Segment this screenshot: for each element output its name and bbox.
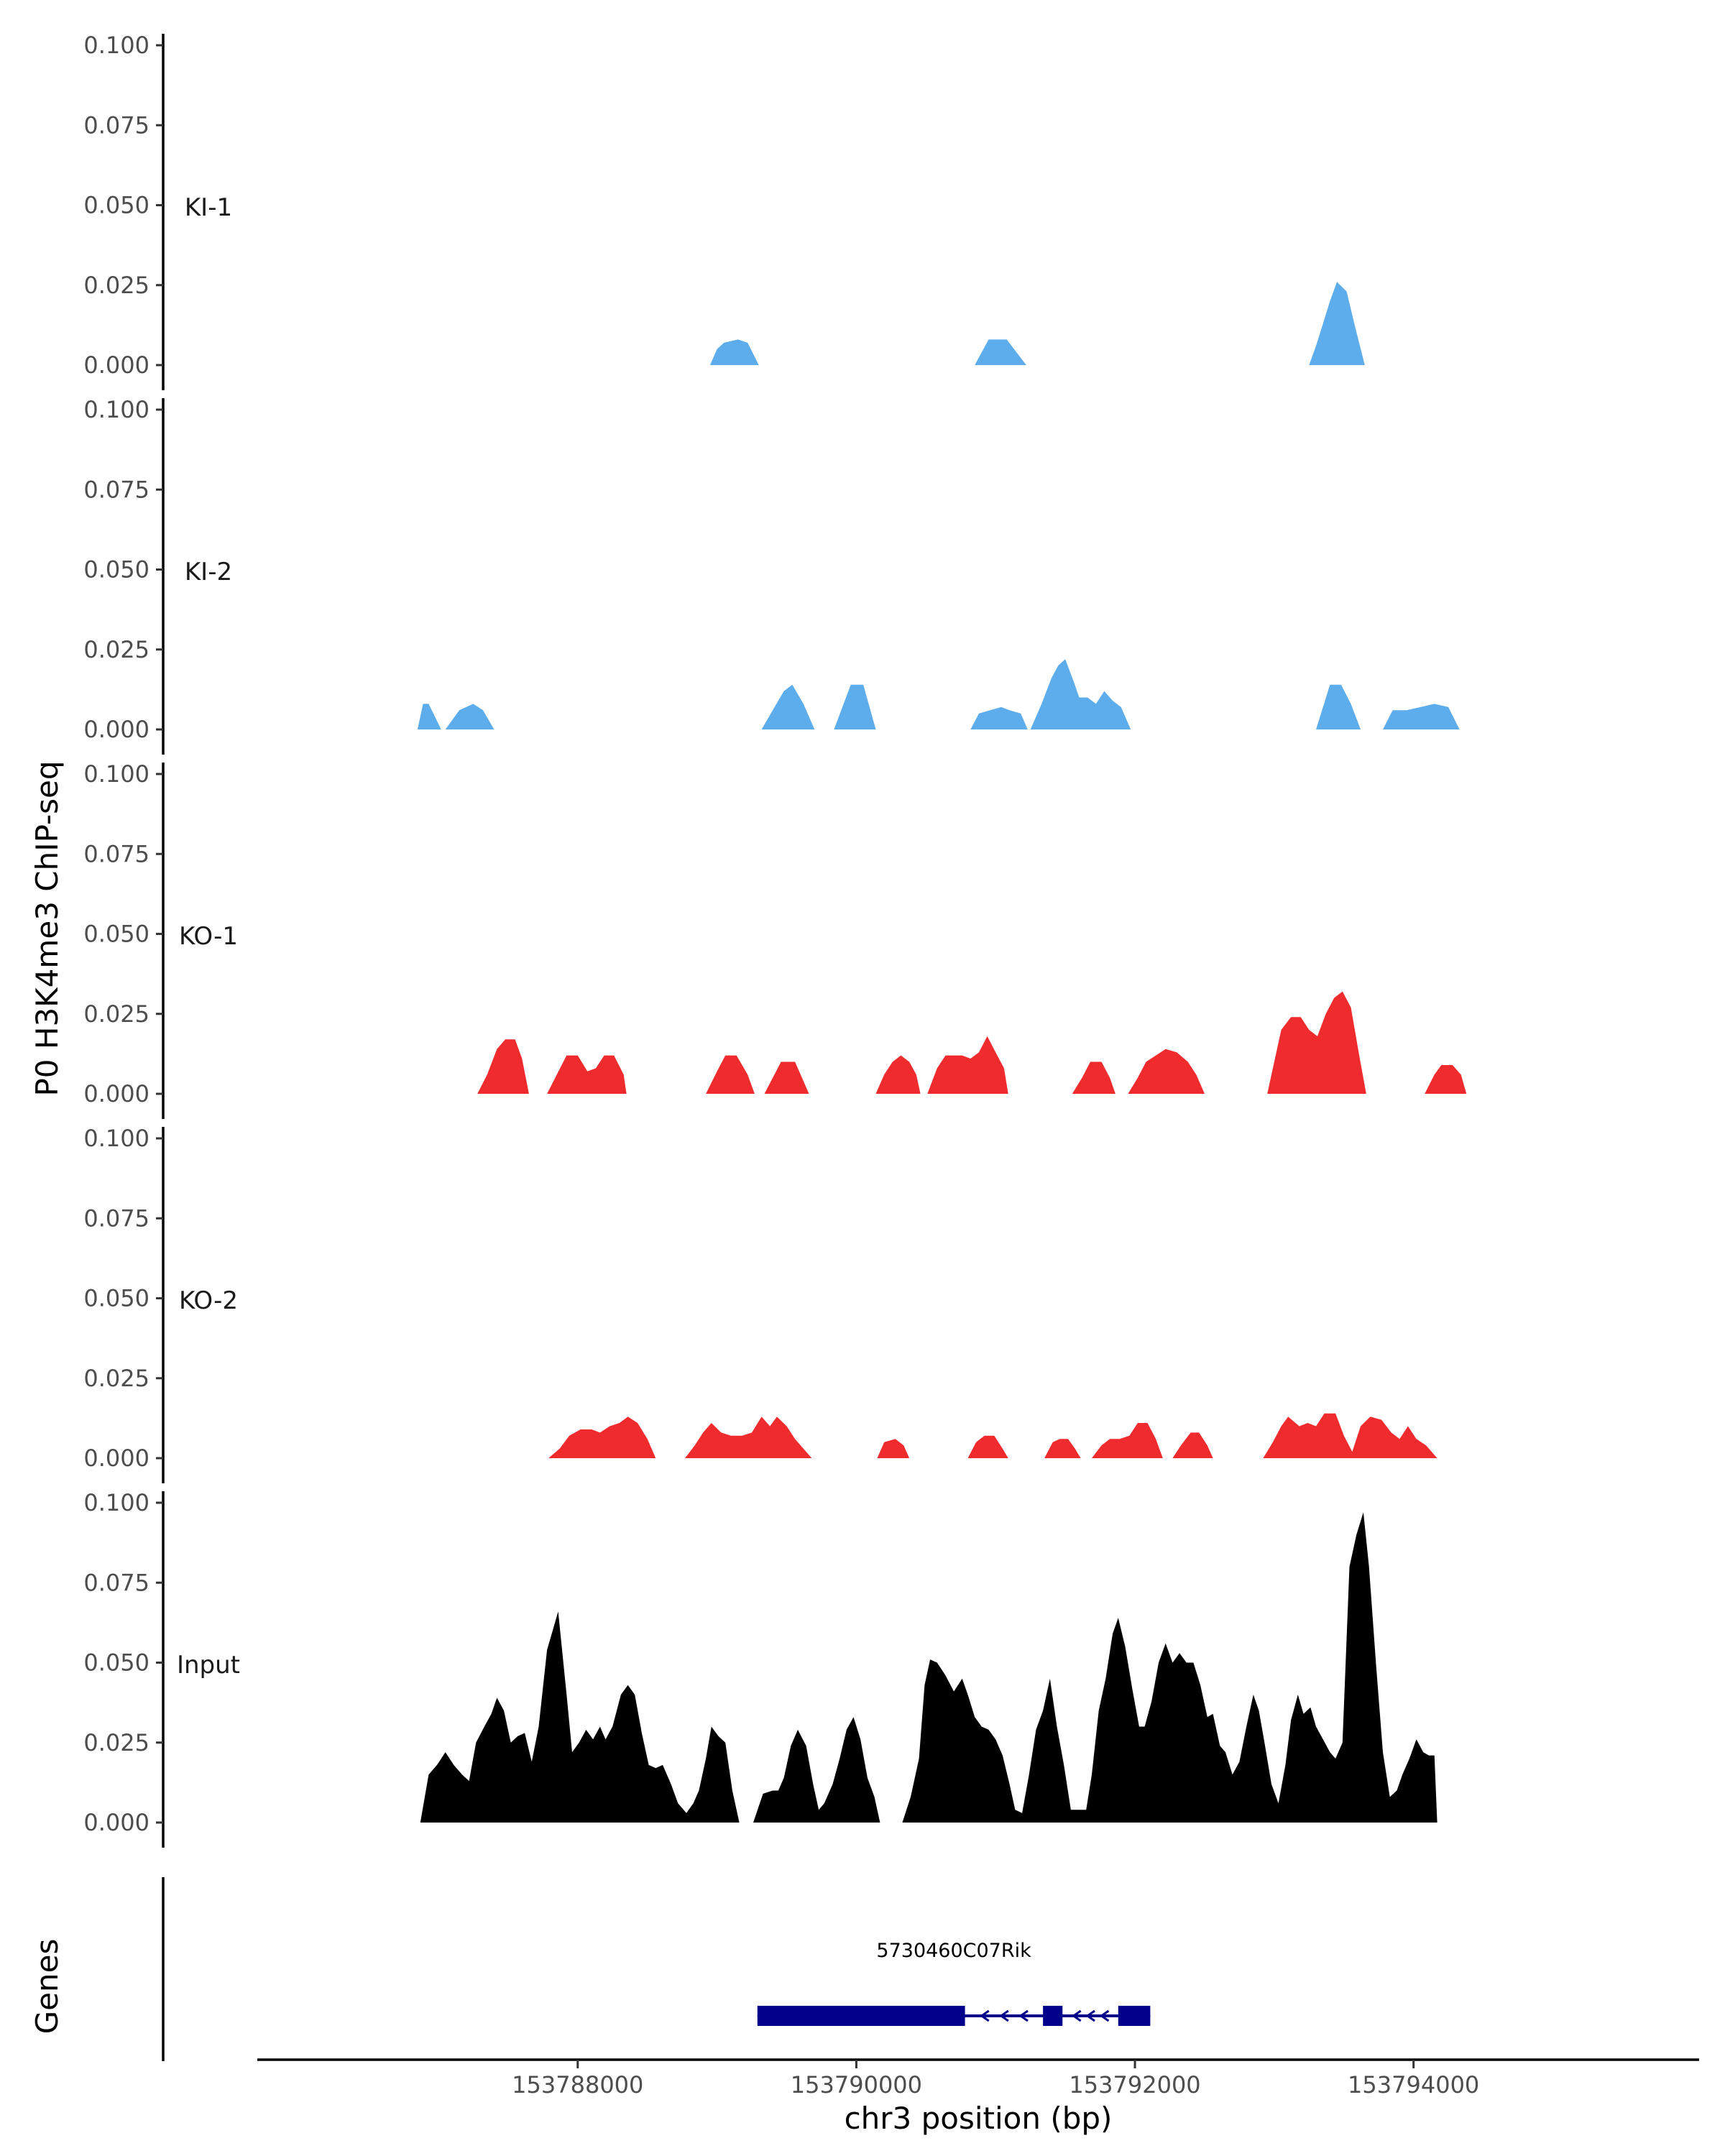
chip-seq-tracks: 0.0000.0250.0500.0750.100KI-10.0000.0250… — [83, 32, 1467, 1848]
y-tick-label: 0.000 — [83, 1080, 150, 1107]
track-label: KO-2 — [179, 1286, 238, 1315]
gene-exon — [1043, 2006, 1063, 2026]
x-tick-label: 153790000 — [791, 2071, 922, 2099]
x-axis-title: chr3 position (bp) — [845, 2101, 1113, 2136]
coverage-peak — [764, 1061, 809, 1094]
coverage-peak — [1267, 991, 1366, 1094]
y-tick-label: 0.050 — [83, 1285, 150, 1312]
coverage-peak — [761, 684, 815, 729]
coverage-peak — [706, 1055, 755, 1094]
y-tick-label: 0.000 — [83, 1445, 150, 1472]
gene-name-label: 5730460C07Rik — [876, 1940, 1031, 1962]
coverage-peak — [477, 1039, 529, 1094]
y-tick-label: 0.050 — [83, 556, 150, 584]
x-tick-label: 153794000 — [1348, 2071, 1479, 2099]
coverage-peak — [1030, 659, 1131, 729]
coverage-peak — [1072, 1061, 1116, 1094]
y-tick-label: 0.025 — [83, 1000, 150, 1028]
coverage-peak — [1044, 1439, 1081, 1458]
coverage-peak — [548, 1416, 656, 1458]
y-tick-label: 0.100 — [83, 32, 150, 59]
coverage-peak — [902, 1512, 1438, 1823]
genes-panel: Genes 5730460C07Rik — [29, 1877, 1151, 2061]
track-input: 0.000 0.025 0.050 0.075 0.100 Input — [83, 1489, 1438, 1848]
coverage-peak — [547, 1055, 627, 1094]
coverage-peak — [1092, 1423, 1163, 1458]
strand-arrow — [999, 2009, 1009, 2022]
y-tick-label: 0.100 — [83, 396, 150, 423]
coverage-peak — [420, 1611, 740, 1823]
coverage-peak — [685, 1416, 812, 1458]
strand-arrow — [980, 2009, 990, 2022]
coverage-peak — [975, 339, 1026, 365]
coverage-peak — [1128, 1049, 1205, 1094]
y-tick-label: 0.100 — [83, 1125, 150, 1152]
x-axis: chr3 position (bp) 153788000 153790000 153… — [257, 2058, 1699, 2136]
y-tick-label: 0.075 — [83, 1569, 150, 1596]
y-tick-label: 0.075 — [83, 476, 150, 503]
coverage-peak — [834, 684, 876, 729]
gene-exon — [757, 2006, 965, 2026]
coverage-peak — [753, 1717, 880, 1823]
y-tick-label: 0.100 — [83, 1489, 150, 1516]
x-tick-label: 153788000 — [512, 2071, 643, 2099]
coverage-peak — [967, 1435, 1008, 1458]
coverage-peak — [1316, 684, 1361, 729]
coverage-peak — [875, 1055, 921, 1094]
track-label: KO-1 — [179, 922, 238, 951]
y-tick-label: 0.025 — [83, 272, 150, 299]
y-tick-label: 0.100 — [83, 760, 150, 788]
coverage-peak — [1172, 1432, 1213, 1458]
coverage-peak — [927, 1036, 1008, 1094]
y-tick-label: 0.025 — [83, 1729, 150, 1756]
coverage-peak — [1309, 282, 1365, 365]
coverage-peak — [1425, 1065, 1467, 1094]
y-tick-label: 0.000 — [83, 1809, 150, 1836]
coverage-peak — [970, 706, 1028, 729]
track-ki-2: 0.000 0.025 0.050 0.075 0.100 KI-2 — [83, 396, 1460, 755]
y-tick-label: 0.000 — [83, 716, 150, 743]
strand-arrow — [1018, 2009, 1029, 2022]
coverage-peak — [445, 704, 494, 729]
strand-arrow — [1072, 2009, 1082, 2022]
y-tick-label: 0.075 — [83, 1204, 150, 1232]
y-tick-label: 0.050 — [83, 921, 150, 948]
y-axis-title: P0 H3K4me3 ChIP-seq — [29, 760, 65, 1096]
track-label: KI-1 — [185, 193, 232, 222]
gene-exon — [1118, 2006, 1151, 2026]
track-ki-1: 0.000 0.025 0.050 0.075 0.100 KI-1 — [83, 32, 1365, 390]
coverage-peak — [1263, 1413, 1438, 1458]
y-tick-label: 0.075 — [83, 840, 150, 867]
coverage-peak — [877, 1439, 910, 1458]
y-tick-label: 0.025 — [83, 636, 150, 663]
track-label: Input — [177, 1651, 240, 1680]
y-tick-label: 0.050 — [83, 1649, 150, 1677]
coverage-peak — [709, 339, 759, 365]
track-ko-1: 0.000 0.025 0.050 0.075 0.100 KO-1 — [83, 760, 1467, 1119]
track-label: KI-2 — [185, 558, 232, 586]
strand-arrow — [1085, 2009, 1095, 2022]
track-ko-2: 0.000 0.025 0.050 0.075 0.100 KO-2 — [83, 1125, 1438, 1483]
strand-arrow — [1099, 2009, 1110, 2022]
coverage-peak — [1383, 704, 1460, 729]
genes-axis-title: Genes — [29, 1939, 65, 2035]
y-tick-label: 0.075 — [83, 111, 150, 139]
y-tick-label: 0.000 — [83, 351, 150, 379]
gene-model — [757, 2006, 1151, 2026]
y-tick-label: 0.025 — [83, 1365, 150, 1392]
coverage-peak — [417, 704, 441, 729]
x-tick-label: 153792000 — [1069, 2071, 1200, 2099]
y-tick-label: 0.050 — [83, 192, 150, 219]
